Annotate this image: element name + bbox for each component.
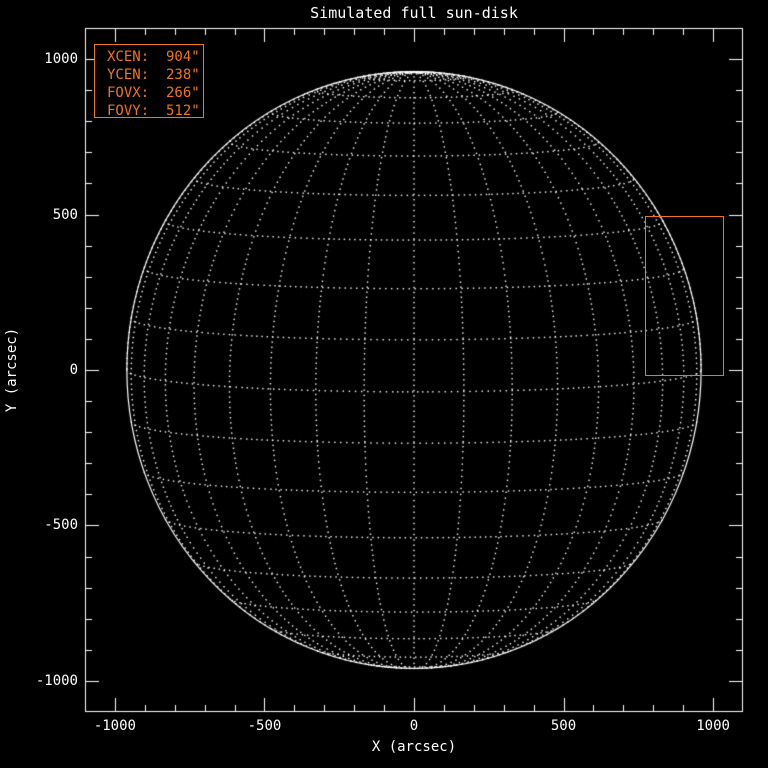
y-tick-label: 1000 [44,51,78,68]
y-tick-label: -500 [44,517,78,534]
x-tick-label: -1000 [93,718,136,734]
y-axis-label: Y (arcsec) [4,327,20,413]
chart-title: Simulated full sun-disk [310,4,518,22]
x-tick-label: 1000 [696,718,730,734]
legend-line-xcen: XCEN: 904" [107,49,200,65]
y-tick-label: -1000 [35,672,78,689]
x-axis-label: X (arcsec) [371,739,457,755]
x-tick-label: -500 [247,718,282,734]
y-tick-label: 500 [52,206,78,223]
fov-legend-box: XCEN: 904" YCEN: 238" FOVX: 266" FOVY: 5… [94,44,204,119]
fov-rectangle[interactable] [644,216,725,376]
legend-line-fovx: FOVX: 266" [107,85,200,101]
legend-line-ycen: YCEN: 238" [107,67,200,83]
y-tick-label: 0 [69,362,78,378]
legend-line-fovy: FOVY: 512" [107,103,200,119]
x-tick-label: 500 [550,718,577,734]
x-tick-label: 0 [409,718,419,734]
